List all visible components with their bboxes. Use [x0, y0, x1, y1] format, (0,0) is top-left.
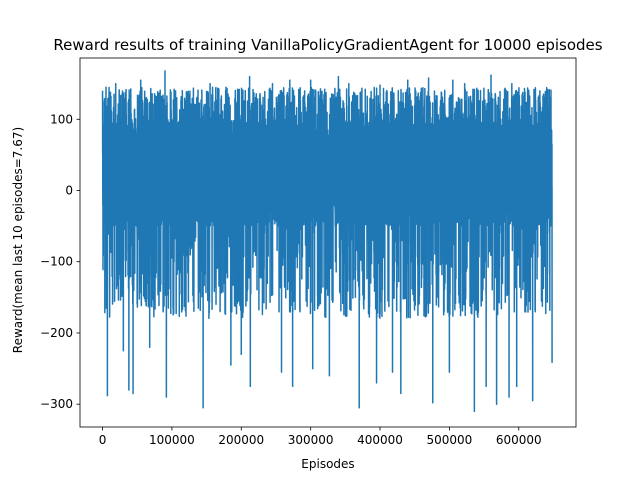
y-tick-label: −100	[40, 255, 73, 269]
x-tick-label: 0	[99, 433, 107, 447]
x-tick-label: 600000	[496, 433, 542, 447]
axes-frame	[79, 57, 577, 428]
x-axis-label: Episodes	[301, 457, 354, 471]
x-tick-label: 500000	[426, 433, 472, 447]
x-tick-label: 100000	[149, 433, 195, 447]
y-tick-label: −300	[40, 397, 73, 411]
y-tick-label: −200	[40, 326, 73, 340]
y-tick-label: 0	[65, 183, 73, 197]
x-tick-label: 400000	[357, 433, 403, 447]
y-tick-label: 100	[50, 112, 73, 126]
x-tick-label: 300000	[288, 433, 334, 447]
chart-title: Reward results of training VanillaPolicy…	[53, 36, 602, 54]
x-tick-label: 200000	[218, 433, 264, 447]
y-axis-label: Reward(mean last 10 episodes=7.67)	[11, 127, 25, 353]
axes: 0 100000 200000 300000 400000 500000 600000 −30…	[40, 57, 577, 447]
reward-series-line	[101, 70, 553, 413]
plot-area	[101, 70, 553, 413]
